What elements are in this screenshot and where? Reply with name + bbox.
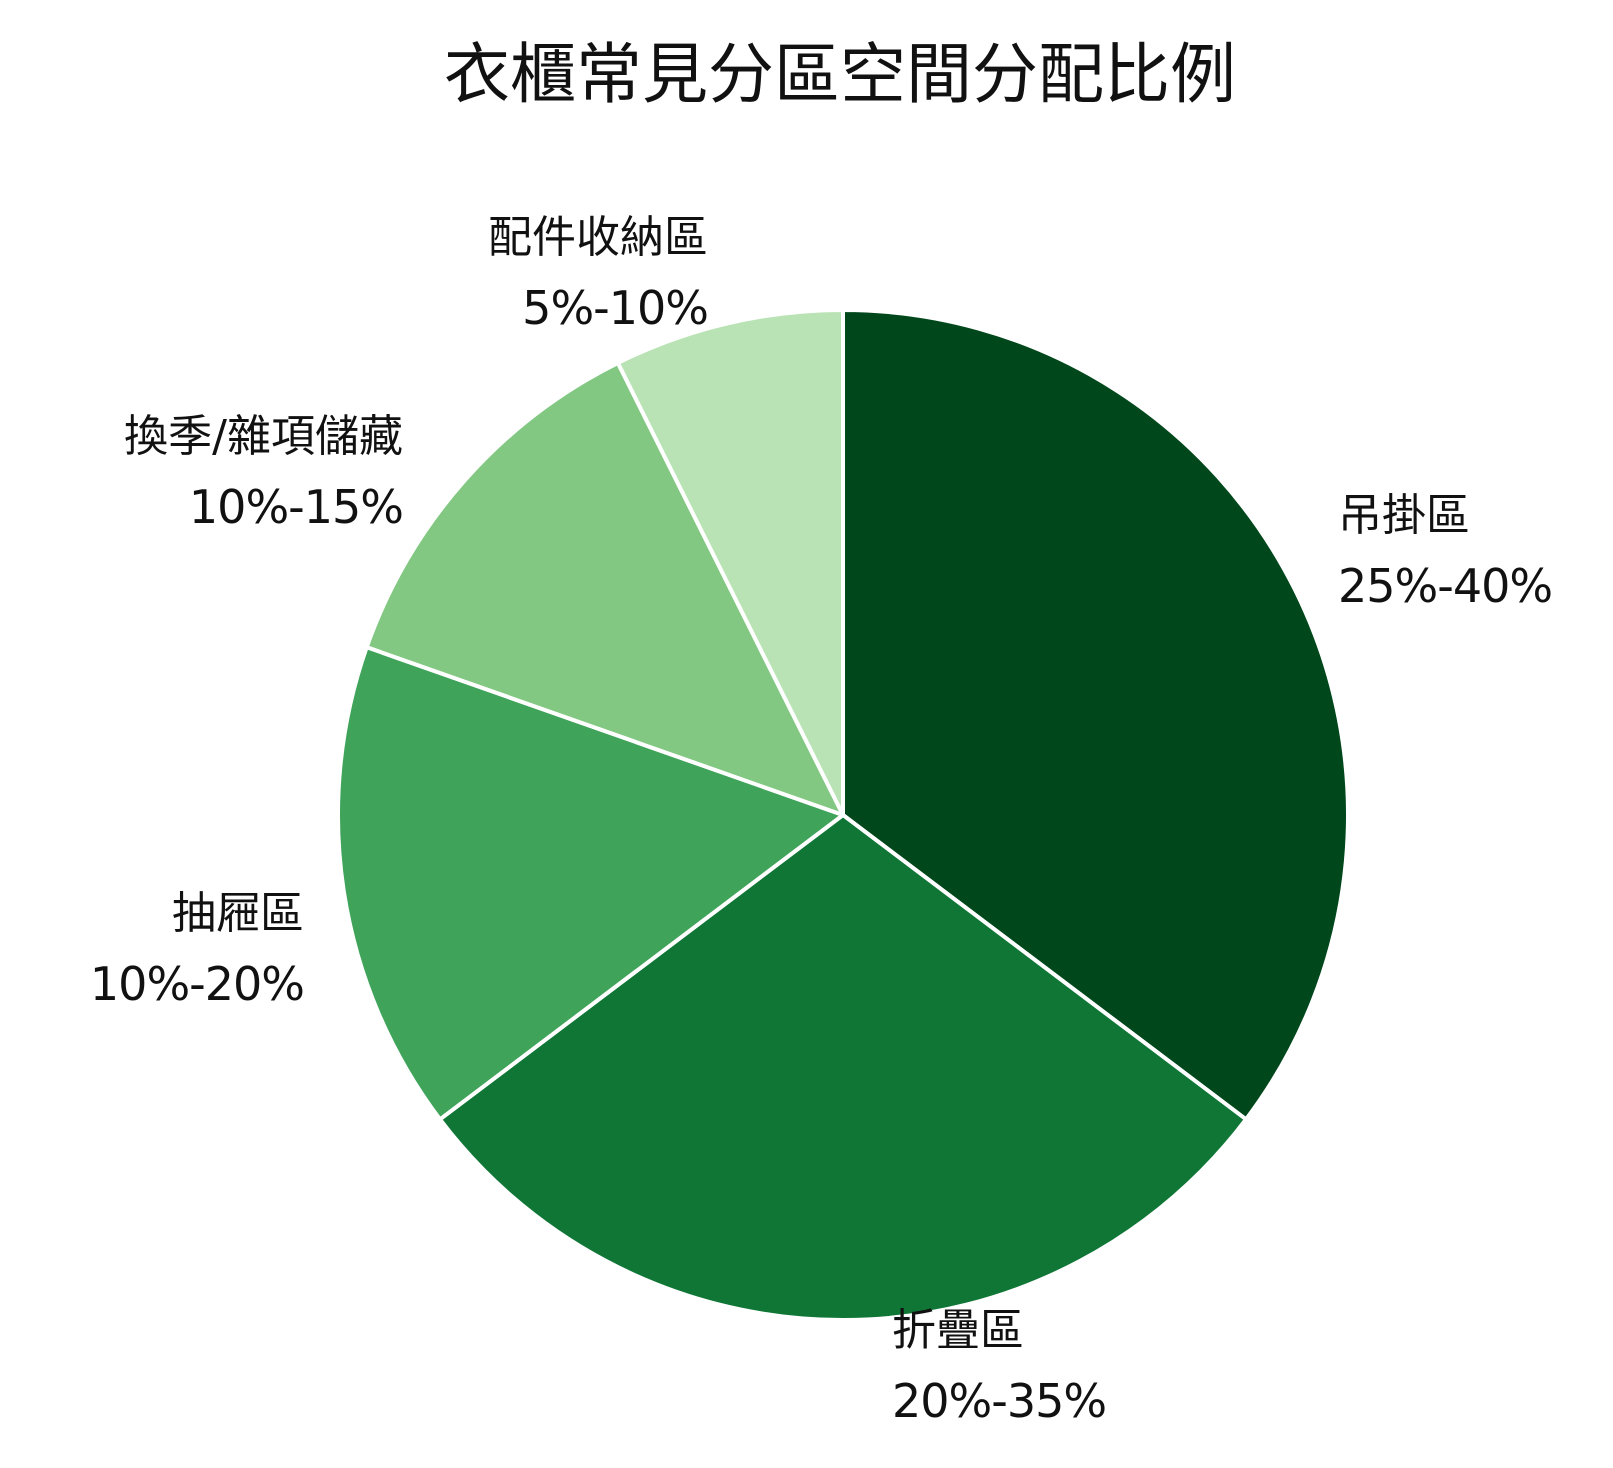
pie-labels: 吊掛區 25%-40% 折疊區 20%-35% 抽屜區 10%-20% 換季/雜項儲藏 10%… — [90, 212, 1553, 1428]
pie-slice-2 — [438, 813, 1248, 1323]
slice-label-5: 配件收納區 — [488, 212, 708, 263]
slice-value-2: 20%-35% — [892, 1374, 1106, 1428]
pie-slice-4 — [364, 360, 845, 817]
pie-slice-1 — [841, 308, 1350, 1122]
slice-value-4: 10%-15% — [189, 480, 403, 534]
slice-label-1: 吊掛區 — [1338, 490, 1470, 541]
slice-label-3: 抽屜區 — [172, 888, 304, 939]
pie-slice-3 — [336, 645, 845, 1122]
pie-slices — [336, 308, 1350, 1323]
slice-label-4: 換季/雜項儲藏 — [124, 411, 403, 462]
slice-label-2: 折疊區 — [892, 1305, 1024, 1356]
slice-value-5: 5%-10% — [522, 281, 708, 335]
pie-slice-5 — [615, 308, 845, 817]
chart-title: 衣櫃常見分區空間分配比例 — [444, 36, 1236, 113]
slice-value-3: 10%-20% — [90, 957, 304, 1011]
slice-value-1: 25%-40% — [1338, 559, 1552, 613]
